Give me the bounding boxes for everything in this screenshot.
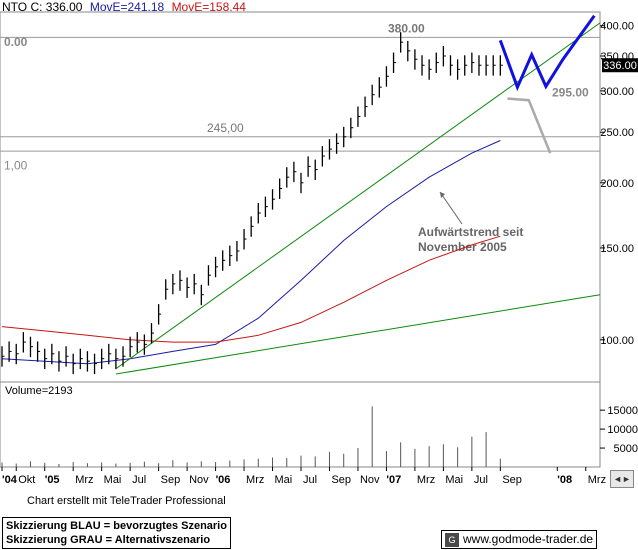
price-tick-label: 200.00: [600, 178, 634, 190]
volume-tick-label: 10000: [607, 424, 638, 436]
legend-mov2: MovE=158.44: [171, 0, 246, 14]
series-line-skizzierung-grau: [507, 97, 552, 154]
x-tick-label: Jul: [132, 474, 146, 486]
left-mid-label: 1,00: [4, 159, 28, 173]
x-tick-label: '06: [216, 474, 231, 486]
trend-note-line1: Aufwärtstrend seit: [418, 225, 523, 239]
x-tick-label: Mai: [104, 474, 122, 486]
scenario-grey-label: Skizzierung GRAU = Alternativszenario: [6, 534, 211, 546]
x-tick-label: Jul: [303, 474, 317, 486]
site-logo-icon: G: [445, 532, 459, 547]
price-tick-label: 400.00: [600, 21, 634, 33]
level-380-label: 380.00: [388, 21, 425, 35]
volume-label: Volume=2193: [5, 385, 73, 397]
scenario-blue-label: Skizzierung BLAU = bevorzugtes Szenario: [6, 520, 227, 532]
x-tick-label: Sep: [331, 474, 351, 486]
x-tick-label: Mai: [275, 474, 293, 486]
current-price-label: 336.00: [603, 60, 637, 72]
x-tick-label: Okt: [18, 474, 35, 486]
x-tick-label: Jul: [474, 474, 488, 486]
series-line-move-158-44: [1, 235, 501, 343]
x-tick-label: '05: [45, 474, 60, 486]
level-245-label: 245,00: [207, 121, 244, 135]
scenario-legend-box: Skizzierung BLAU = bevorzugtes Szenario …: [2, 517, 231, 549]
chart-nav-icon[interactable]: ◄►: [610, 470, 634, 488]
left-top-label: 0.00: [4, 35, 28, 49]
volume-tick-label: 5000: [614, 443, 638, 455]
trend-note-arrowhead: [440, 192, 445, 198]
site-url: www.godmode-trader.de: [463, 532, 594, 546]
series-line-long-term-trend: [115, 294, 601, 375]
legend-symbol: NTO C: 336.00: [2, 0, 83, 14]
trend-note-arrow: [439, 191, 463, 225]
price-tick-label: 150.00: [600, 243, 634, 255]
level-295-label: 295.00: [552, 86, 589, 100]
price-tick-label: 250.00: [600, 127, 634, 139]
volume-tick-label: 15000: [607, 405, 638, 417]
price-tick-label: 100.00: [600, 335, 634, 347]
x-tick-label: Nov: [189, 474, 209, 486]
x-tick-label: '04: [2, 474, 18, 486]
current-price-box: [602, 58, 638, 73]
x-tick-label: '07: [386, 474, 401, 486]
x-tick-label: '08: [557, 474, 572, 486]
volume-panel-frame: [0, 381, 601, 468]
x-tick-label: Sep: [161, 474, 181, 486]
x-tick-label: Mrz: [417, 474, 435, 486]
x-tick-label: Sep: [502, 474, 522, 486]
x-tick-label: Mrz: [75, 474, 93, 486]
x-tick-label: Mai: [445, 474, 463, 486]
series-line-skizzierung-blau: [498, 14, 596, 92]
legend-mov1: MovE=241.18: [89, 0, 165, 14]
x-tick-label: Mrz: [588, 474, 606, 486]
series-line-aufw-rtstrend-seit-november-2005: [115, 22, 601, 370]
chart-legend: NTO C: 336.00 MovE=241.18 MovE=158.44: [2, 0, 250, 14]
x-tick-label: Nov: [360, 474, 380, 486]
x-tick-label: Mrz: [246, 474, 264, 486]
trend-note-line2: November 2005: [418, 240, 507, 254]
chart-credit: Chart erstellt mit TeleTrader Profession…: [27, 495, 226, 507]
price-tick-label: 300.00: [600, 86, 634, 98]
